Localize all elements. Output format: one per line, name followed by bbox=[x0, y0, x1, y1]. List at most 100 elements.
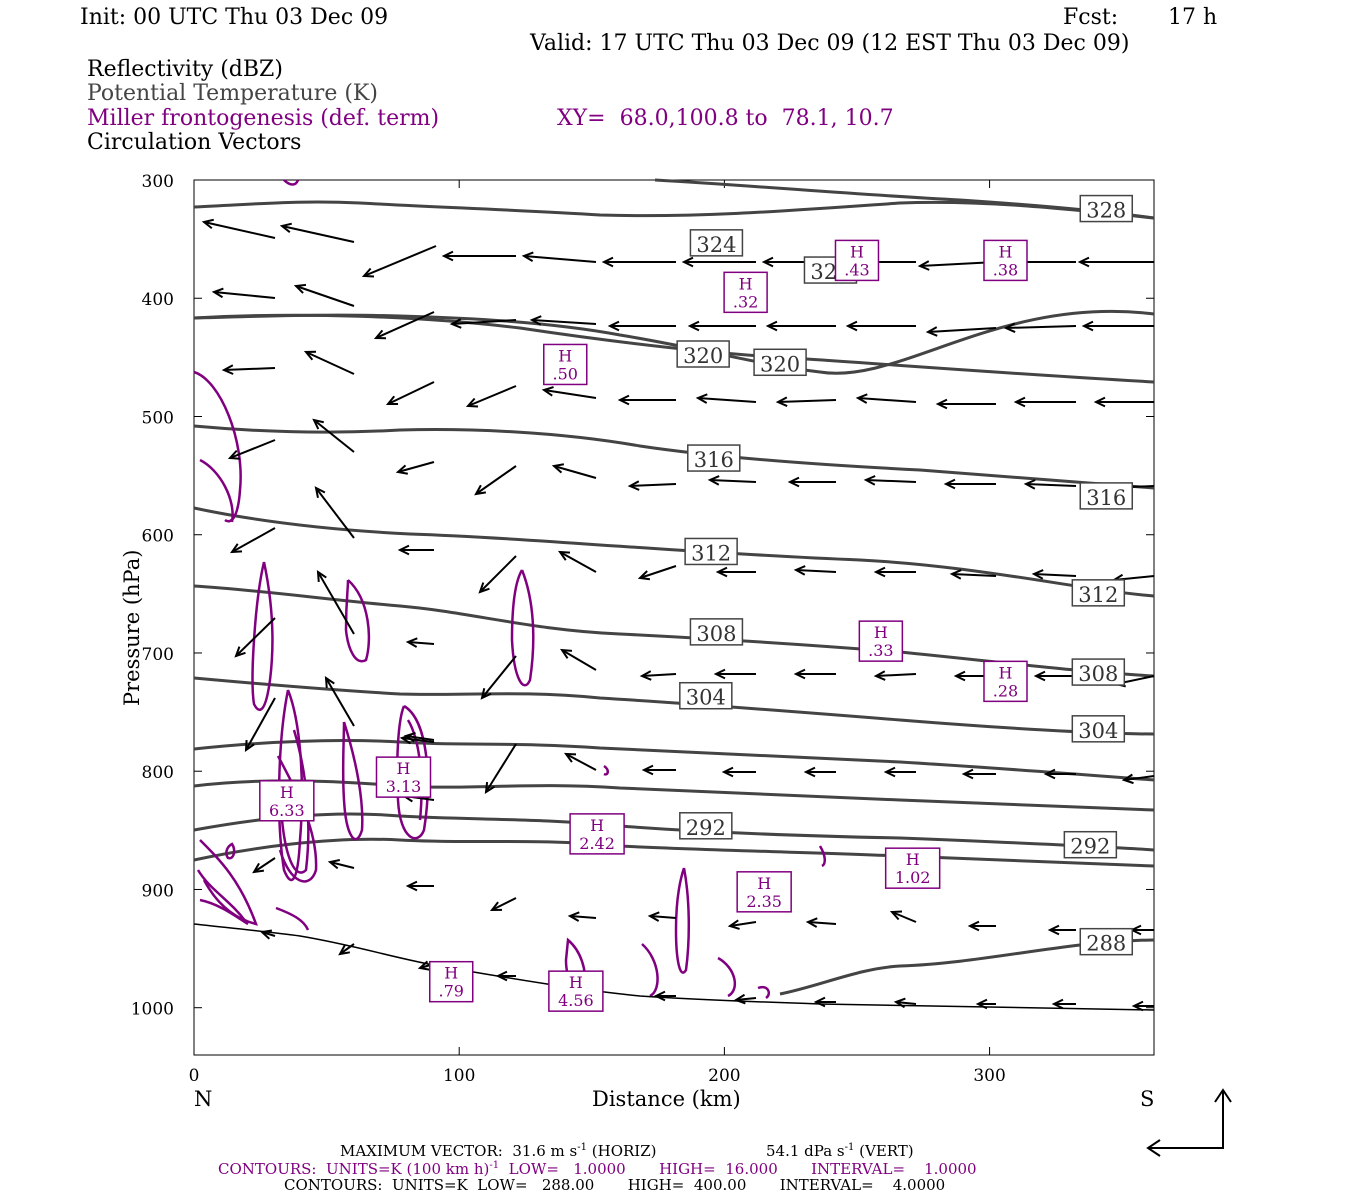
circulation-vector bbox=[213, 291, 276, 299]
circulation-vector-head bbox=[403, 732, 416, 743]
theta-label: 320 bbox=[683, 344, 723, 368]
circulation-vector-head bbox=[617, 394, 630, 406]
circulation-vector bbox=[467, 385, 517, 407]
theta-label: 304 bbox=[1078, 719, 1118, 743]
y-tick-label: 400 bbox=[142, 290, 174, 310]
frontogenesis-contour bbox=[674, 867, 691, 974]
circulation-vector-head bbox=[1031, 569, 1044, 580]
circulation-vector-head bbox=[293, 283, 307, 294]
circulation-vector-head bbox=[373, 329, 387, 340]
frontogenesis-max-value: .38 bbox=[993, 260, 1018, 279]
circulation-vector-head bbox=[405, 880, 418, 892]
circulation-vector-head bbox=[641, 764, 654, 776]
circulation-vector-head bbox=[949, 569, 962, 580]
circulation-vector bbox=[697, 397, 757, 403]
circulation-vector-head bbox=[279, 222, 292, 233]
circulation-vector-head bbox=[953, 670, 966, 682]
frontogenesis-contour bbox=[196, 869, 248, 923]
circulation-vector bbox=[523, 255, 597, 263]
frontogenesis-max-box bbox=[543, 343, 588, 386]
theta-label: 316 bbox=[694, 448, 734, 472]
circulation-vector-head bbox=[727, 919, 740, 930]
circulation-vector bbox=[565, 753, 597, 771]
circulation-vector bbox=[397, 461, 435, 473]
footer-vert-vector: 54.1 dPa s-1 (VERT) bbox=[766, 1142, 914, 1160]
valid-time: Valid: 17 UTC Thu 03 Dec 09 (12 EST Thu … bbox=[530, 31, 1130, 56]
circulation-vector bbox=[329, 861, 355, 869]
circulation-vector bbox=[1033, 573, 1077, 577]
circulation-vector-head bbox=[489, 901, 503, 912]
circulation-vector-head bbox=[1013, 396, 1026, 408]
circulation-vector bbox=[253, 857, 276, 873]
frontogenesis-contour bbox=[341, 721, 364, 841]
circulation-vector bbox=[475, 465, 517, 495]
circulation-vector bbox=[865, 479, 917, 483]
circulation-vector-head bbox=[637, 570, 651, 581]
circulation-vector-head bbox=[397, 544, 410, 556]
frontogenesis-max-value: .43 bbox=[844, 260, 869, 279]
axis-label-x bbox=[182, 1061, 188, 1085]
circulation-vector-head bbox=[639, 670, 652, 681]
frontogenesis-contour bbox=[757, 985, 770, 1000]
circulation-vector-head bbox=[395, 464, 409, 475]
circulation-vector bbox=[795, 569, 837, 573]
frontogenesis-max-value: .33 bbox=[868, 641, 893, 660]
circulation-vector bbox=[641, 673, 677, 677]
theta-label-box bbox=[1079, 194, 1134, 223]
circulation-vector-head bbox=[567, 911, 580, 922]
circulation-vector-head bbox=[252, 862, 265, 874]
frontogenesis-contour bbox=[199, 458, 234, 523]
circulation-vector bbox=[451, 319, 517, 325]
frontogenesis-max-box bbox=[723, 271, 768, 314]
circulation-vector-head bbox=[484, 781, 495, 794]
frontogenesis-contour bbox=[283, 179, 300, 186]
circulation-vector bbox=[531, 319, 597, 325]
circulation-vector-head bbox=[449, 318, 462, 329]
frontogenesis-max-value: 1.02 bbox=[895, 868, 931, 887]
axis-ticks: 300 400 500 600 700 800 900 1000 0 100 200 300 bbox=[131, 172, 1154, 1086]
circulation-vector-head bbox=[707, 475, 720, 486]
footer-theta-contours: CONTOURS: UNITS=K LOW= 288.00 HIGH= 400.… bbox=[284, 1176, 946, 1194]
circulation-vector-head bbox=[775, 396, 788, 407]
circulation-vector-head bbox=[713, 668, 726, 680]
frontogenesis-max-box bbox=[858, 620, 904, 662]
x-tick-label: 0 bbox=[189, 1066, 200, 1086]
circulation-vector bbox=[729, 921, 757, 927]
circulation-vector bbox=[485, 743, 517, 793]
frontogenesis-contour bbox=[193, 370, 242, 523]
circulation-vector bbox=[927, 327, 997, 333]
theta-label-box bbox=[689, 229, 744, 257]
theta-label-box bbox=[1071, 715, 1126, 743]
circulation-vector-head bbox=[312, 418, 324, 430]
y-tick-label: 1000 bbox=[131, 1000, 174, 1020]
circulation-vector-head bbox=[873, 566, 886, 578]
frontogenesis-contour bbox=[225, 842, 236, 860]
circulation-vector-head bbox=[495, 970, 508, 982]
legend-reflectivity: Reflectivity (dBZ) bbox=[87, 57, 283, 82]
circulation-vector bbox=[491, 897, 517, 911]
forecast-hour: 17 h bbox=[1168, 5, 1218, 30]
frontogenesis-contour bbox=[717, 956, 737, 998]
x-tick-label: 300 bbox=[973, 1066, 1005, 1086]
circulation-vector bbox=[559, 551, 597, 573]
circulation-vector bbox=[231, 527, 276, 553]
circulation-vector-head bbox=[1033, 670, 1046, 682]
frontogenesis-max-value: 2.35 bbox=[746, 892, 782, 911]
circulation-vector-head bbox=[324, 676, 335, 689]
circulation-vector bbox=[561, 649, 597, 671]
frontogenesis-max-value: .79 bbox=[439, 982, 464, 1001]
circulation-vector bbox=[569, 915, 597, 919]
forecast-label: Fcst: bbox=[1063, 5, 1119, 30]
legend-vectors: Circulation Vectors bbox=[87, 130, 302, 155]
circulation-vector bbox=[401, 737, 435, 743]
circulation-vector-head bbox=[873, 670, 886, 681]
frontogenesis-max-letter: H bbox=[739, 274, 753, 293]
circulation-vector-head bbox=[925, 326, 938, 337]
frontogenesis-max-value: 4.56 bbox=[558, 991, 594, 1010]
circulation-vector-head bbox=[601, 256, 614, 268]
theta-label: 304 bbox=[686, 686, 726, 710]
theta-label: 328 bbox=[1086, 199, 1126, 223]
frontogenesis-max-letter: H bbox=[569, 973, 583, 992]
frontogenesis-contour bbox=[280, 729, 310, 874]
